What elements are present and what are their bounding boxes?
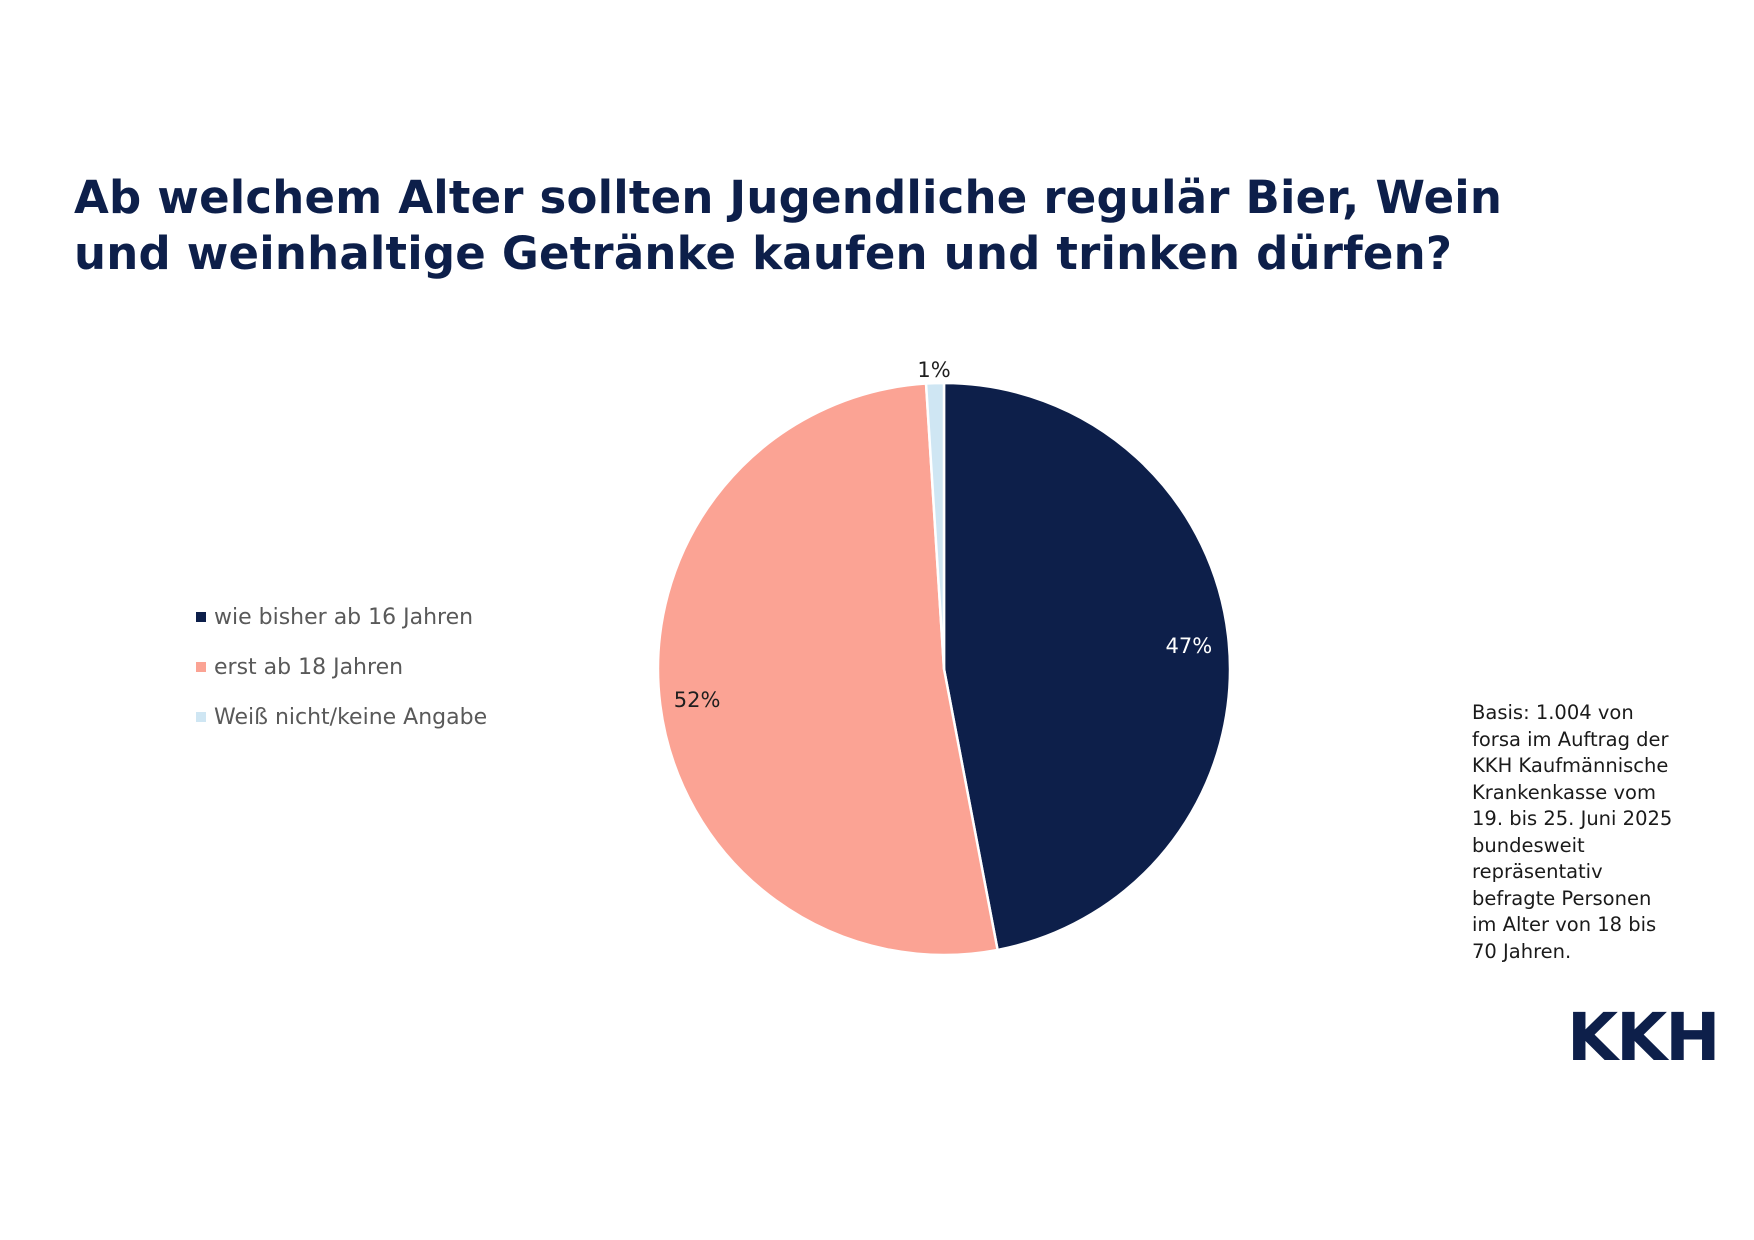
pie-slice-label: 1%: [917, 358, 950, 382]
legend-item: wie bisher ab 16 Jahren: [196, 592, 487, 642]
legend-swatch: [196, 662, 206, 672]
chart-legend: wie bisher ab 16 Jahren erst ab 18 Jahre…: [196, 592, 487, 742]
pie-slice-label: 47%: [1166, 634, 1213, 658]
source-note: Basis: 1.004 von forsa im Auftrag der KK…: [1472, 700, 1702, 965]
legend-label: erst ab 18 Jahren: [214, 654, 404, 680]
chart-title: Ab welchem Alter sollten Jugendliche reg…: [74, 170, 1574, 282]
source-note-line: 19. bis 25. Juni 2025: [1472, 807, 1673, 830]
legend-swatch: [196, 612, 206, 622]
source-note-line: Krankenkasse vom: [1472, 780, 1656, 804]
legend-label: wie bisher ab 16 Jahren: [214, 604, 474, 630]
pie-slice: [924, 381, 946, 671]
pie-slice: [942, 381, 1232, 952]
legend-label: Weiß nicht/keine Angabe: [214, 704, 488, 730]
source-note-line: repräsentativ: [1472, 860, 1603, 883]
source-note-line: Basis: 1.004 von: [1472, 701, 1634, 724]
source-note-line: KKH Kaufmännische: [1472, 754, 1669, 777]
source-note-line: forsa im Auftrag der: [1472, 727, 1669, 751]
legend-item: erst ab 18 Jahren: [196, 642, 487, 692]
pie-slice: [656, 382, 999, 957]
legend-swatch: [196, 712, 206, 722]
pie-slice-label: 52%: [674, 688, 721, 712]
chart-title-line: und weinhaltige Getränke kaufen und trin…: [74, 227, 1453, 280]
kkh-logo: KKH: [1567, 999, 1721, 1076]
source-note-line: befragte Personen: [1472, 886, 1652, 910]
source-note-line: im Alter von 18 bis: [1472, 913, 1657, 936]
source-note-line: 70 Jahren.: [1472, 939, 1572, 963]
chart-title-line: Ab welchem Alter sollten Jugendliche reg…: [74, 171, 1503, 224]
legend-item: Weiß nicht/keine Angabe: [196, 692, 487, 742]
source-note-line: bundesweit: [1472, 833, 1585, 857]
